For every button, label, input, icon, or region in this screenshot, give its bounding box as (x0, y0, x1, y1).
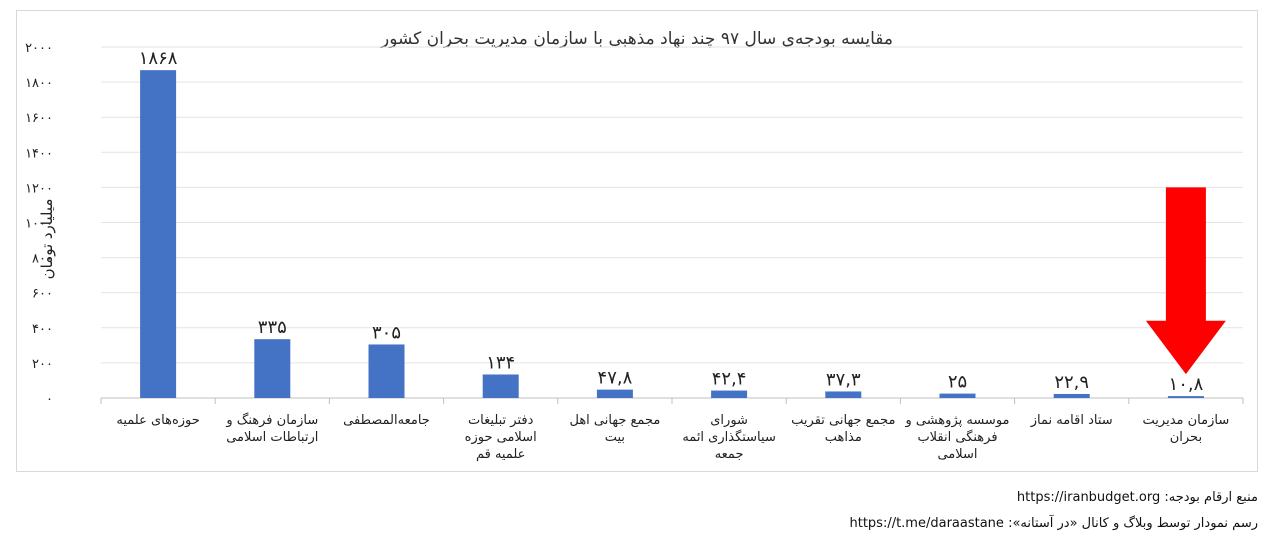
data-label: ۴۲,۴ (712, 369, 747, 390)
data-label: ۱۸۶۸ (139, 48, 178, 69)
bar (939, 393, 976, 398)
data-label: ۲۲,۹ (1054, 372, 1089, 393)
data-label: ۳۷,۳ (826, 369, 861, 390)
data-label: ۴۷,۸ (598, 368, 633, 389)
data-label: ۱۳۴ (486, 352, 515, 373)
bar (140, 70, 177, 398)
x-tick-label: سازمان فرهنگ و ارتباطات اسلامی (226, 413, 319, 445)
highlight-arrow (1145, 187, 1226, 375)
x-tick-label: حوزه‌های علمیه (116, 413, 200, 428)
data-label: ۳۳۵ (258, 317, 287, 338)
bar (482, 374, 519, 398)
y-axis-label: میلیارد تومان (38, 198, 56, 280)
y-tick-label: ۴۰۰ (32, 322, 53, 337)
y-tick-label: ۱۲۰۰ (25, 181, 53, 196)
bar (596, 389, 633, 398)
y-tick-label: ۱۴۰۰ (25, 146, 53, 161)
bar (368, 344, 405, 398)
y-tick-label: ۸۰۰ (32, 252, 53, 267)
footer-source-label: منبع ارقام بودجه: (1164, 490, 1258, 505)
x-tick-label: دفتر تبلیغات اسلامی حوزه علمیه قم (464, 413, 537, 462)
footer-credit: رسم نمودار توسط وبلاگ و کانال «در آستانه… (839, 516, 1258, 531)
y-tick-label: ۱۶۰۰ (25, 111, 53, 126)
y-tick-label: ۰ (46, 392, 53, 407)
x-tick-label: مجمع جهانی اهل بیت (569, 413, 661, 445)
data-label: ۲۵ (948, 372, 967, 393)
x-tick-label: موسسه پژوهشی و فرهنگی انقلاب اسلامی (905, 413, 1010, 462)
footer-source-link[interactable]: https://iranbudget.org (1016, 490, 1161, 505)
footer-source: منبع ارقام بودجه: https://iranbudget.org (1007, 490, 1258, 505)
y-tick-label: ۲۰۰۰ (25, 41, 53, 56)
data-label: ۱۰,۸ (1169, 374, 1204, 395)
footer-credit-link[interactable]: https://t.me/daraastane (849, 516, 1004, 531)
x-tick-label: سازمان مدیریت بحران (1142, 413, 1230, 445)
footer-credit-label: رسم نمودار توسط وبلاگ و کانال «در آستانه… (1008, 516, 1258, 531)
data-label: ۳۰۵ (372, 322, 401, 343)
bar (1167, 396, 1204, 398)
bar (825, 391, 862, 398)
chart-frame: مقایسه بودجه‌ی سال ۹۷ چند نهاد مذهبی با … (16, 10, 1258, 472)
bar (711, 390, 748, 398)
x-tick-label: جامعه‌المصطفی (343, 413, 430, 428)
chart-title: مقایسه بودجه‌ی سال ۹۷ چند نهاد مذهبی با … (381, 29, 893, 49)
bar-chart: ۰ ۲۰۰ ۴۰۰ ۶۰۰ ۸۰۰ ۱۰۰۰ ۱۲۰۰ ۱۴۰۰ ۱۶۰۰ ۱۸۰۰ ۲۰۰۰ ۱۸۶… (25, 41, 1244, 407)
y-tick-label: ۶۰۰ (32, 287, 53, 302)
x-tick-label: شورای سیاستگذاری ائمه جمعه (682, 413, 776, 462)
bar (1053, 393, 1090, 398)
bar (254, 339, 291, 398)
x-tick-label: ستاد اقامه نماز (1030, 413, 1113, 428)
y-tick-label: ۱۸۰۰ (25, 76, 53, 91)
y-tick-label: ۲۰۰ (32, 357, 53, 372)
x-tick-label: مجمع جهانی تقریب مذاهب (791, 413, 896, 445)
y-tick-label: ۱۰۰۰ (25, 217, 53, 232)
